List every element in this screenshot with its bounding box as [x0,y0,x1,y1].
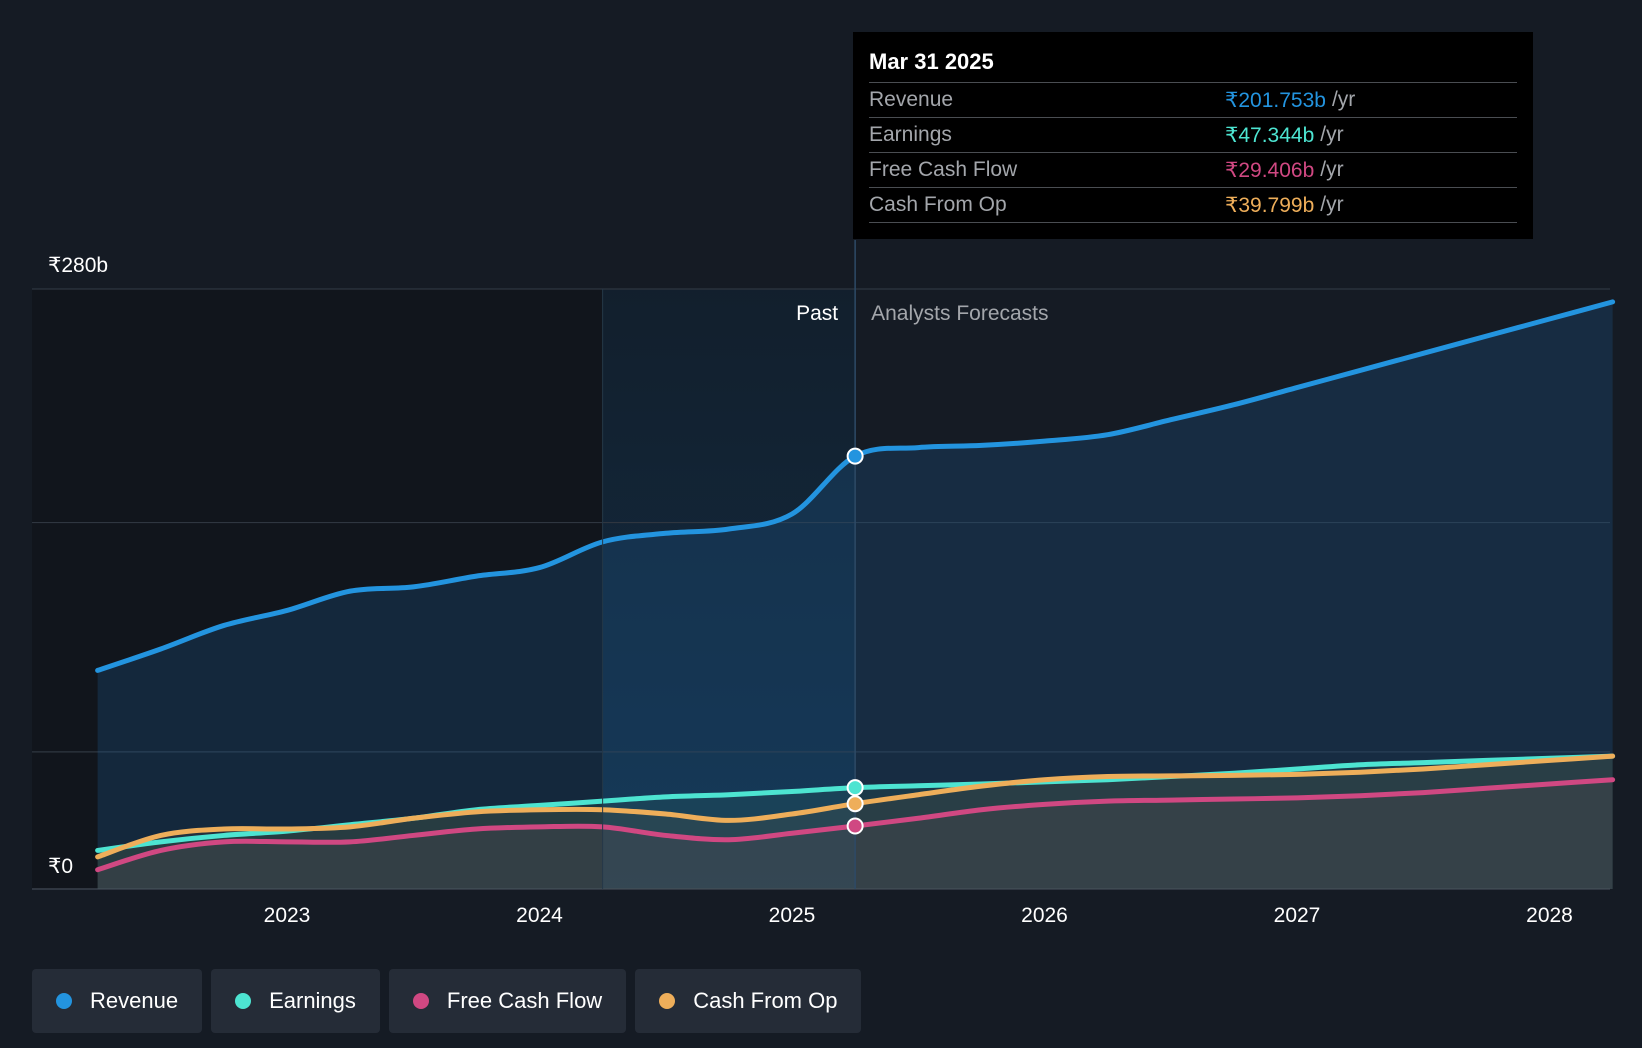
legend-label: Cash From Op [693,988,838,1013]
x-tick-label: 2026 [1021,904,1068,927]
past-label: Past [796,302,838,325]
revenue-dot-icon [56,993,72,1009]
tooltip-label: Earnings [869,123,952,146]
tooltip-label: Free Cash Flow [869,158,1018,181]
legend-item-revenue[interactable]: Revenue [32,969,203,1033]
tooltip-label: Revenue [869,88,954,111]
revenue-marker [846,447,864,465]
x-tick-label: 2028 [1526,904,1573,927]
cash-from-op-dot-icon [659,993,676,1009]
y-tick-top: ₹280b [48,254,108,277]
free-cash-flow-dot-icon [412,993,429,1009]
x-tick-label: 2023 [264,904,311,927]
free-cash-flow-marker [846,817,864,835]
tooltip-unit: /yr [1320,123,1344,146]
earnings-marker [846,779,864,797]
legend-label: Free Cash Flow [446,988,603,1013]
x-tick-label: 2024 [516,904,563,927]
legend-label: Earnings [269,988,356,1013]
chart-legend: Revenue Earnings Free Cash Flow Cash Fro… [32,969,862,1033]
legend-label: Revenue [90,988,179,1013]
forecast-label: Analysts Forecasts [871,302,1048,325]
tooltip-row-cash-from-op: Cash From Op ₹39.799b /yr [869,187,1517,223]
tooltip-unit: /yr [1331,88,1356,111]
legend-item-cash-from-op[interactable]: Cash From Op [635,969,862,1033]
tooltip-row-revenue: Revenue ₹201.753b /yr [869,82,1517,117]
cash-from-op-marker [846,795,864,813]
tooltip-value: ₹29.406b [1225,158,1315,182]
y-tick-bottom: ₹0 [48,855,73,878]
tooltip-value: ₹39.799b [1225,193,1315,217]
x-tick-label: 2027 [1274,904,1321,927]
tooltip-date: Mar 31 2025 [869,49,994,74]
legend-item-earnings[interactable]: Earnings [211,969,380,1033]
x-tick-label: 2025 [769,904,816,927]
tooltip-unit: /yr [1320,193,1344,216]
tooltip-row-free-cash-flow: Free Cash Flow ₹29.406b /yr [869,152,1517,187]
tooltip-unit: /yr [1320,158,1344,181]
legend-item-free-cash-flow[interactable]: Free Cash Flow [388,969,627,1033]
earnings-dot-icon [235,993,252,1009]
tooltip-row-earnings: Earnings ₹47.344b /yr [869,117,1517,152]
tooltip-label: Cash From Op [869,193,1007,216]
tooltip-value: ₹47.344b [1225,123,1315,147]
hover-tooltip: Mar 31 2025 Revenue ₹201.753b /yr Earnin… [853,32,1533,239]
tooltip-value: ₹201.753b [1225,88,1326,112]
